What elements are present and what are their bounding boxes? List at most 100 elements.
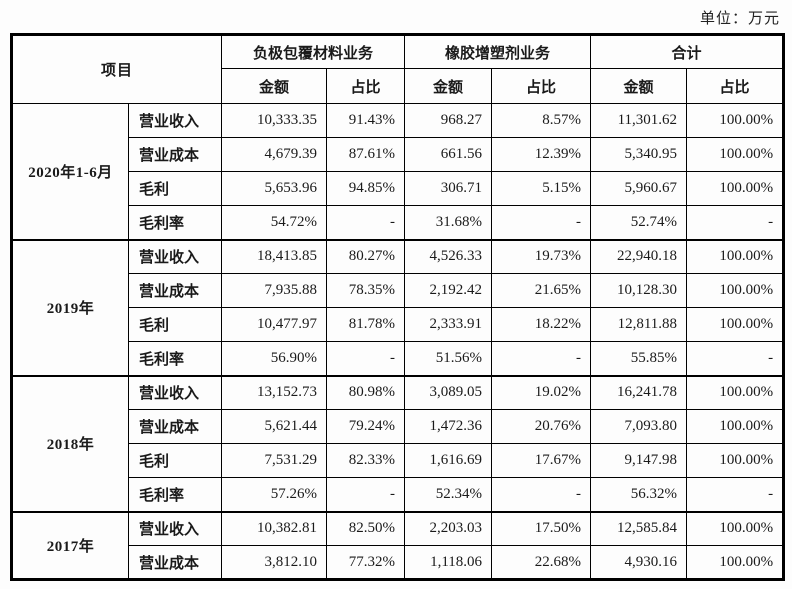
table-row: 2019年 营业收入 18,413.85 80.27% 4,526.33 19.… — [11, 238, 785, 376]
cell-value: - — [491, 341, 592, 376]
table-row: 毛利率 57.26% - 52.34% - 56.32% - — [12, 477, 785, 512]
cell-value: 87.61% — [326, 137, 406, 172]
cell-value: 12.39% — [491, 137, 592, 172]
cell-value: 18.22% — [491, 307, 592, 342]
cell-value: - — [326, 341, 406, 376]
unit-label: 单位：万元 — [699, 11, 780, 27]
table-body: 2020年1-6月 营业收入 10,333.35 91.43% 968.27 8… — [11, 103, 785, 580]
cell-value: 100.00% — [686, 409, 785, 444]
cell-value: 4,930.16 — [590, 545, 688, 580]
header-amount: 金额 — [590, 68, 688, 104]
cell-value: 12,811.88 — [590, 307, 688, 342]
table-row: 营业成本 4,679.39 87.61% 661.56 12.39% 5,340… — [12, 137, 785, 172]
header-amount: 金额 — [221, 68, 328, 104]
cell-value: 9,147.98 — [590, 443, 688, 478]
cell-value: 13,152.73 — [221, 374, 328, 410]
cell-value: 100.00% — [686, 374, 785, 410]
cell-value: 5,621.44 — [221, 409, 328, 444]
cell-value: 100.00% — [686, 510, 785, 546]
cell-value: 661.56 — [404, 137, 493, 172]
cell-value: 100.00% — [686, 273, 785, 308]
cell-value: 94.85% — [326, 171, 406, 206]
metric-label: 营业收入 — [127, 510, 223, 546]
header-row-subcolumns: 金额 占比 金额 占比 金额 占比 — [12, 68, 785, 104]
metric-label: 营业成本 — [127, 137, 223, 172]
cell-value: 100.00% — [686, 238, 785, 274]
cell-value: 16,241.78 — [590, 374, 688, 410]
segment-financials-table: 项目 负极包覆材料业务 橡胶增塑剂业务 合计 金额 占比 金额 占比 金额 占比… — [10, 33, 786, 581]
cell-value: - — [491, 205, 592, 240]
cell-value: 2,333.91 — [404, 307, 493, 342]
cell-value: 2,192.42 — [404, 273, 493, 308]
period-label-2017: 2017年 — [11, 510, 129, 580]
cell-value: 5,653.96 — [221, 171, 328, 206]
cell-value: 100.00% — [686, 103, 785, 138]
cell-value: 22.68% — [491, 545, 592, 580]
cell-value: 77.32% — [326, 545, 406, 580]
table-row: 毛利 10,477.97 81.78% 2,333.91 18.22% 12,8… — [12, 307, 785, 342]
metric-label: 营业收入 — [127, 103, 223, 138]
period-label-2018: 2018年 — [11, 374, 129, 512]
cell-value: 1,472.36 — [404, 409, 493, 444]
cell-value: 55.85% — [590, 341, 688, 376]
metric-label: 营业成本 — [127, 409, 223, 444]
cell-value: 20.76% — [491, 409, 592, 444]
cell-value: 5.15% — [491, 171, 592, 206]
table-row: 2017年 营业收入 10,382.81 82.50% 2,203.03 17.… — [11, 510, 785, 580]
table-row: 毛利率 56.90% - 51.56% - 55.85% - — [12, 341, 785, 376]
cell-value: 4,526.33 — [404, 238, 493, 274]
cell-value: - — [326, 477, 406, 512]
cell-value: 1,616.69 — [404, 443, 493, 478]
cell-value: 17.67% — [491, 443, 592, 478]
cell-value: 100.00% — [686, 545, 785, 580]
cell-value: 80.27% — [326, 238, 406, 274]
metric-label: 营业收入 — [127, 374, 223, 410]
header-group-negative-coating: 负极包覆材料业务 — [221, 34, 406, 69]
cell-value: 100.00% — [686, 137, 785, 172]
table-row: 毛利 7,531.29 82.33% 1,616.69 17.67% 9,147… — [12, 443, 785, 478]
cell-value: 306.71 — [404, 171, 493, 206]
cell-value: 18,413.85 — [221, 238, 328, 274]
cell-value: - — [686, 341, 785, 376]
header-amount: 金额 — [404, 68, 493, 104]
header-ratio: 占比 — [686, 68, 785, 104]
metric-label: 毛利率 — [127, 205, 223, 240]
metric-label: 毛利 — [127, 443, 223, 478]
header-row-groups: 项目 负极包覆材料业务 橡胶增塑剂业务 合计 — [10, 34, 785, 104]
header-group-rubber-plasticizer: 橡胶增塑剂业务 — [404, 34, 592, 69]
table-row: 2018年 营业收入 13,152.73 80.98% 3,089.05 19.… — [11, 374, 785, 512]
metric-label: 毛利率 — [127, 341, 223, 376]
cell-value: 22,940.18 — [590, 238, 688, 274]
cell-value: 11,301.62 — [590, 103, 688, 138]
cell-value: 19.02% — [491, 374, 592, 410]
table-row: 2020年1-6月 营业收入 10,333.35 91.43% 968.27 8… — [11, 103, 785, 240]
header-item: 项目 — [10, 34, 223, 104]
cell-value: 56.32% — [590, 477, 688, 512]
cell-value: 3,812.10 — [221, 545, 328, 580]
cell-value: - — [686, 477, 785, 512]
cell-value: 82.33% — [326, 443, 406, 478]
cell-value: 1,118.06 — [404, 545, 493, 580]
cell-value: 79.24% — [326, 409, 406, 444]
cell-value: 10,333.35 — [221, 103, 328, 138]
metric-label: 营业成本 — [127, 273, 223, 308]
cell-value: 100.00% — [686, 171, 785, 206]
header-group-total: 合计 — [590, 34, 785, 69]
cell-value: 4,679.39 — [221, 137, 328, 172]
cell-value: 31.68% — [404, 205, 493, 240]
cell-value: 7,531.29 — [221, 443, 328, 478]
cell-value: 21.65% — [491, 273, 592, 308]
cell-value: 56.90% — [221, 341, 328, 376]
header-ratio: 占比 — [491, 68, 592, 104]
table-row: 毛利 5,653.96 94.85% 306.71 5.15% 5,960.67… — [12, 171, 785, 206]
cell-value: 81.78% — [326, 307, 406, 342]
cell-value: 5,340.95 — [590, 137, 688, 172]
table-header: 项目 负极包覆材料业务 橡胶增塑剂业务 合计 金额 占比 金额 占比 金额 占比 — [10, 34, 785, 104]
cell-value: 19.73% — [491, 238, 592, 274]
cell-value: 5,960.67 — [590, 171, 688, 206]
cell-value: 82.50% — [326, 510, 406, 546]
period-label-2019: 2019年 — [11, 238, 129, 376]
cell-value: 100.00% — [686, 307, 785, 342]
metric-label: 营业收入 — [127, 238, 223, 274]
